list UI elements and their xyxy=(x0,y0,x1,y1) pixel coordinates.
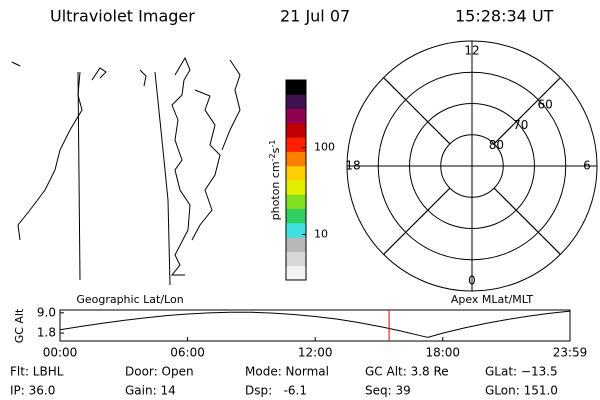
coastlines xyxy=(11,56,241,286)
polar-spoke xyxy=(383,77,451,145)
altitude-line xyxy=(59,310,571,338)
status-field: Gain: 14 xyxy=(125,384,176,398)
panel-label: Apex MLat/MLT xyxy=(451,293,534,306)
panel-label: Geographic Lat/Lon xyxy=(76,293,183,306)
unit: s xyxy=(269,147,282,153)
polar-ring-label: 70 xyxy=(513,118,528,132)
x-tick-label: 18:00 xyxy=(425,346,460,360)
colorbar-band xyxy=(286,122,306,138)
x-tick-label: 23:59 xyxy=(553,346,588,360)
status-bar: Flt: LBHL Door: Open Mode: Normal GC Alt: 3… xyxy=(10,365,558,398)
exponent: -2 xyxy=(268,153,277,161)
polar-spoke xyxy=(493,187,561,255)
colorbar-band xyxy=(286,194,306,210)
x-tick-label: 12:00 xyxy=(298,346,333,360)
date: 21 Jul 07 xyxy=(280,7,350,26)
colorbar-tick-label: 10 xyxy=(314,228,328,241)
polar-spoke xyxy=(383,187,451,255)
polar-ring-label: 60 xyxy=(537,98,552,112)
colorbar-band xyxy=(286,94,306,110)
status-field: Flt: LBHL xyxy=(10,365,64,379)
mlt-label: 6 xyxy=(583,159,591,173)
time: 15:28:34 UT xyxy=(455,7,554,26)
polar-ring-label: 80 xyxy=(489,138,504,152)
status-field: GLat: −13.5 xyxy=(485,365,558,379)
colorbar-tick-label: 100 xyxy=(314,141,335,154)
colorbar-label: photon cm-2s-1 xyxy=(268,140,283,221)
status-field: IP: 36.0 xyxy=(10,384,55,398)
colorbar-band xyxy=(286,165,306,181)
plot-frame xyxy=(59,309,571,342)
polar-spoke xyxy=(493,77,561,145)
colorbar-band xyxy=(286,137,306,152)
colorbar-band xyxy=(286,180,306,195)
status-field: GLon: 151.0 xyxy=(485,384,558,398)
colorbar-band xyxy=(286,265,306,281)
y-tick-label: 1.8 xyxy=(37,326,56,340)
status-field: Door: Open xyxy=(125,365,194,379)
x-tick-label: 06:00 xyxy=(170,346,205,360)
colorbar-band xyxy=(286,108,306,124)
colorbar-band xyxy=(286,237,306,252)
colorbar-band xyxy=(286,208,306,224)
status-field: Seq: 39 xyxy=(365,384,411,398)
y-tick-label: 9.0 xyxy=(37,305,56,319)
y-axis-label: GC Alt xyxy=(13,308,26,343)
unit: photon cm xyxy=(269,161,282,220)
exponent: -1 xyxy=(268,140,277,148)
colorbar-band xyxy=(286,151,306,167)
mlt-label: 12 xyxy=(464,44,479,58)
status-field: Dsp: -6.1 xyxy=(245,384,307,398)
colorbar-frame xyxy=(285,79,307,281)
mlt-label: 0 xyxy=(468,274,476,288)
status-field: Mode: Normal xyxy=(245,365,329,379)
colorbar-band xyxy=(286,80,306,95)
title: Ultraviolet Imager xyxy=(50,7,195,26)
x-tick-label: 00:00 xyxy=(43,346,78,360)
mlt-label: 18 xyxy=(345,159,360,173)
colorbar-band xyxy=(286,222,306,238)
colorbar-band xyxy=(286,251,306,267)
status-field: GC Alt: 3.8 Re xyxy=(365,365,449,379)
